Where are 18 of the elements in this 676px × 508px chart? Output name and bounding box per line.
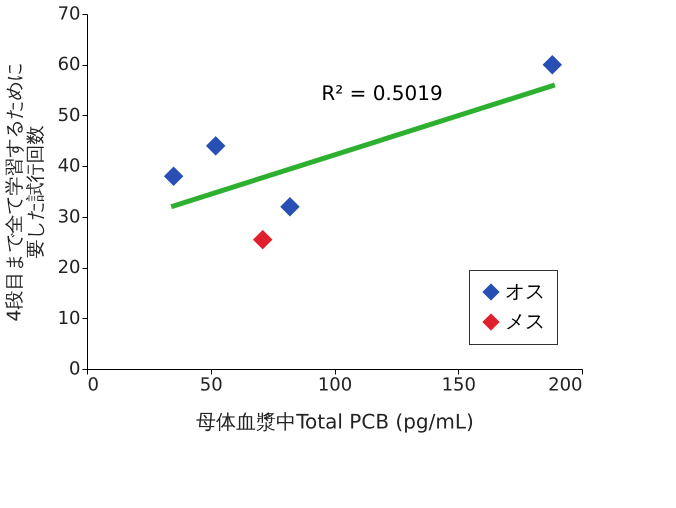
y-tick-label: 50 (58, 104, 80, 126)
y-tick-label: 40 (58, 156, 80, 177)
x-tick-label: 100 (318, 374, 352, 396)
legend-label: オス (505, 279, 545, 303)
x-tick-label: 0 (88, 374, 99, 396)
x-axis-title: 母体血漿中Total PCB (pg/mL) (196, 410, 474, 434)
y-tick-label: 70 (58, 4, 80, 24)
legend-label: メス (505, 309, 545, 333)
y-tick-label: 60 (58, 54, 80, 76)
y-tick-label: 20 (58, 257, 80, 278)
y-tick-label: 10 (58, 308, 80, 329)
x-tick-label: 150 (442, 374, 476, 396)
y-tick-label: 30 (58, 206, 80, 228)
annotation: R² = 0.5019 (321, 81, 443, 105)
y-tick-label: 0 (69, 358, 80, 380)
y-axis-title: 4段目まで全て学習するために要した試行回数 (4, 62, 47, 322)
x-tick-label: 200 (548, 374, 582, 396)
x-tick-label: 50 (200, 374, 223, 396)
